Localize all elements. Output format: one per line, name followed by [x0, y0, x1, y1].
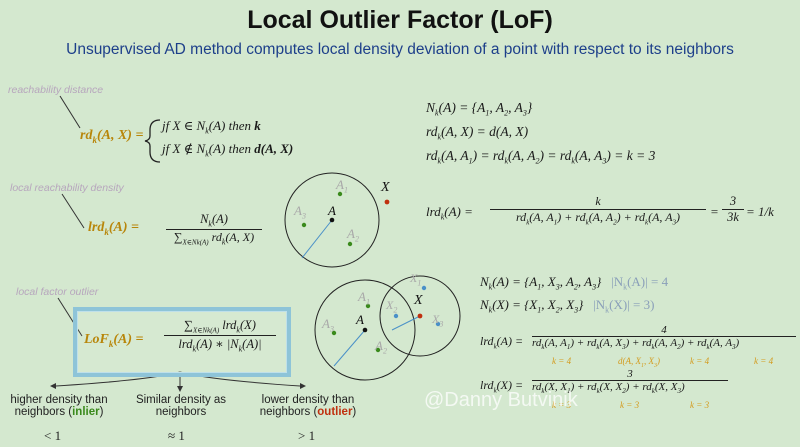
lrd-x-under-2: k = 3 — [620, 400, 640, 410]
lrd-a-lhs: lrdk(A) = — [480, 334, 524, 351]
lrd-a-fraction: 4 rdk(A, A1) + rdk(A, X3) + rdk(A, A2) +… — [532, 324, 796, 351]
neighbors-a-line: Nk(A) = {A1, A2, A3} — [426, 100, 533, 118]
value-approx-one: ≈ 1 — [168, 428, 185, 443]
note-lrd: local reachability density — [10, 182, 124, 194]
caption-similar: Similar density as neighbors — [135, 394, 227, 418]
neighbors-a-with-x-line: Nk(A) = {A1, X3, A2, A3} |Nk(A)| = 4 — [480, 274, 669, 292]
diagram1-label-a: A — [328, 203, 336, 218]
lrd-x-under-3: k = 3 — [690, 400, 710, 410]
lrd-x-under-1: k = 3 — [552, 400, 572, 410]
rd-symbol: rd — [80, 128, 93, 143]
right-lrd-frac2: 3 3k — [722, 194, 744, 225]
right-lrd-eq: = — [710, 204, 719, 219]
right-lrd-lhs: lrdk(A) = — [426, 204, 473, 222]
lrd-formula-fraction: Nk(A) ∑X∈Nk(A) rdk(A, X) — [166, 212, 262, 246]
diagram2-label-a3: A3 — [322, 316, 334, 334]
neighbors-x-line: Nk(X) = {X1, X2, X3} |Nk(X)| = 3) — [480, 297, 655, 315]
lrd-a-under-1: k = 4 — [552, 356, 572, 366]
value-greater-than-one: > 1 — [298, 428, 316, 443]
lrd-a-under-3: k = 4 — [690, 356, 710, 366]
lrd-x-lhs: lrdk(X) = — [480, 378, 524, 395]
diagram2-label-a2: A2 — [375, 338, 387, 356]
lrd-x-fraction: 3 rdk(X, X1) + rdk(X, X2) + rdk(X, X3) — [532, 368, 728, 395]
right-lrd-fraction: k rdk(A, A1) + rdk(A, A2) + rdk(A, A3) — [490, 194, 706, 226]
note-lof: local factor outlier — [16, 286, 99, 298]
diagram2-label-a: A — [356, 312, 364, 327]
neighborhood-diagram-1 — [284, 172, 390, 268]
note-reachability: reachability distance — [8, 84, 104, 96]
value-less-than-one: < 1 — [44, 428, 62, 443]
lrd-a-under-2: d(A, X1, X3) — [618, 356, 660, 369]
diagram2-label-a1: A1 — [358, 289, 370, 307]
diagram2-label-x1: X1 — [410, 271, 422, 288]
diagram2-label-x2: X2 — [386, 298, 398, 315]
diagram1-label-a2: A2 — [347, 226, 359, 244]
lof-formula-lhs: LoFk(A) = — [84, 332, 144, 349]
neighborhood-diagram-2 — [314, 275, 461, 381]
diagram1-label-a3: A3 — [294, 203, 306, 221]
caption-outlier: lower density than neighbors (outlier) — [259, 394, 357, 418]
diagram1-label-x: X — [381, 180, 390, 195]
diagram1-label-a1: A1 — [336, 177, 348, 195]
right-lrd-result: = 1/k — [746, 204, 774, 219]
lof-formula-box — [73, 307, 291, 377]
lrd-formula-lhs: lrdk(A) = — [88, 220, 139, 237]
diagram2-label-x: X — [414, 293, 423, 308]
lrd-a-under-4: k = 4 — [754, 356, 774, 366]
rd-ax-line: rdk(A, X) = d(A, X) — [426, 124, 529, 142]
page-subtitle: Unsupervised AD method computes local de… — [66, 41, 734, 58]
rd-case-1: jf X ∈ Nk(A) then k — [162, 118, 261, 136]
watermark: @Danny Butvinik — [424, 389, 578, 411]
rd-formula-lhs: rdk(A, X) = — [80, 128, 144, 145]
lof-formula-fraction: ∑X∈Nk(A) lrdk(X) lrdk(A) ∗ |Nk(A)| — [164, 318, 276, 353]
caption-inlier: higher density than neighbors (inlier) — [10, 394, 108, 418]
diagram2-label-x3: X3 — [432, 312, 444, 329]
rd-equalities-line: rdk(A, A1) = rdk(A, A2) = rdk(A, A3) = k… — [426, 148, 656, 166]
page-title: Local Outlier Factor (LoF) — [247, 6, 553, 34]
rd-case-2: jf X ∉ Nk(A) then d(A, X) — [162, 141, 294, 159]
